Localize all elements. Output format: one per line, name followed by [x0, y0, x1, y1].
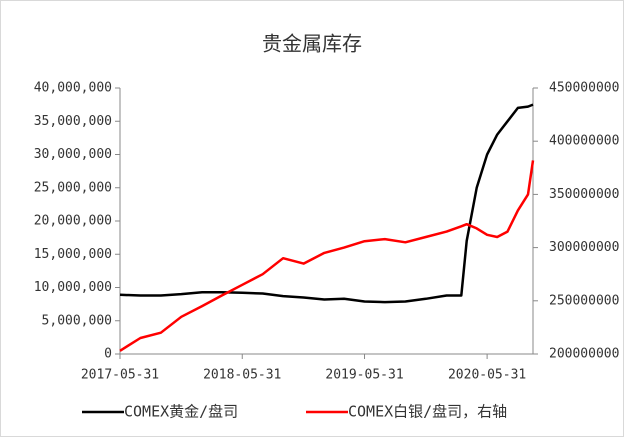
x-tick-label: 2018-05-31	[203, 368, 281, 383]
y2-tick-label: 350000000	[549, 187, 619, 202]
y-tick-label: 10,000,000	[34, 280, 112, 295]
chart-title: 贵金属库存	[262, 32, 362, 56]
series-line	[119, 160, 535, 352]
legend-label: COMEX白银/盘司，右轴	[348, 403, 507, 421]
x-tick-label: 2020-05-31	[448, 368, 526, 383]
y-tick-label: 25,000,000	[34, 180, 112, 195]
y-tick-label: 40,000,000	[34, 81, 112, 96]
x-tick-label: 2019-05-31	[325, 368, 403, 383]
y2-tick-label: 300000000	[549, 240, 619, 255]
y-tick-label: 30,000,000	[34, 147, 112, 162]
y-tick-label: 5,000,000	[42, 313, 112, 328]
legend-label: COMEX黄金/盘司	[124, 403, 238, 421]
y2-tick-label: 200000000	[549, 347, 619, 362]
y-tick-label: 15,000,000	[34, 247, 112, 262]
series-line	[119, 103, 534, 304]
x-tick-label: 2017-05-31	[81, 368, 159, 383]
y-tick-label: 0	[104, 347, 112, 362]
y2-tick-label: 450000000	[549, 81, 619, 96]
y2-tick-label: 250000000	[549, 293, 619, 308]
y-tick-label: 20,000,000	[34, 214, 112, 229]
y2-tick-label: 400000000	[549, 134, 619, 149]
y-tick-label: 35,000,000	[34, 114, 112, 129]
